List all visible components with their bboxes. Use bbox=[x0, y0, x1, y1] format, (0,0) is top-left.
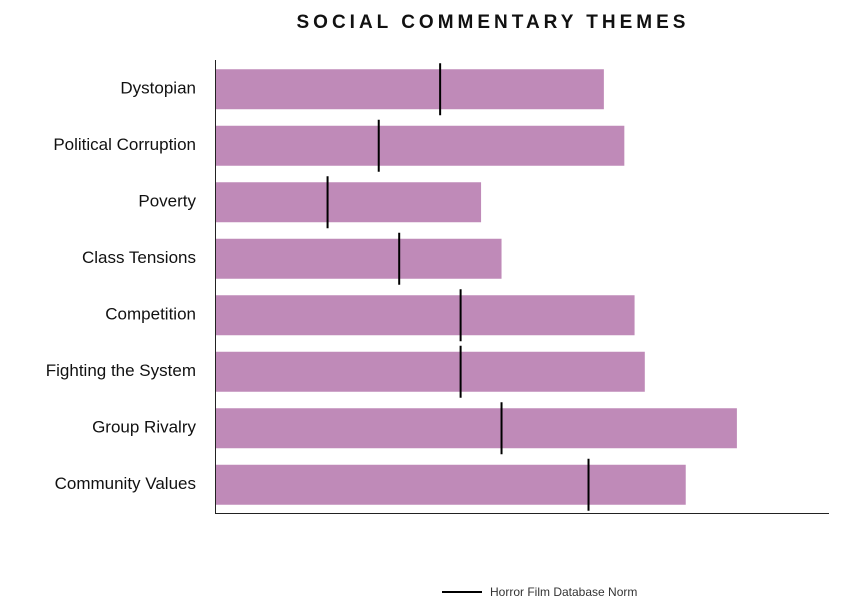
category-label-political-corruption: Political Corruption bbox=[53, 135, 196, 154]
bar-fighting-the-system bbox=[216, 351, 645, 392]
bar-competition bbox=[216, 295, 635, 336]
category-label-competition: Competition bbox=[105, 305, 196, 324]
bar-group-rivalry bbox=[216, 408, 737, 449]
category-label-group-rivalry: Group Rivalry bbox=[92, 418, 196, 437]
bar-political-corruption bbox=[216, 125, 625, 166]
category-label-dystopian: Dystopian bbox=[120, 79, 196, 98]
chart-title: SOCIAL COMMENTARY THEMES bbox=[296, 12, 690, 33]
category-label-fighting-the-system: Fighting the System bbox=[46, 361, 196, 380]
norm-markers-layer bbox=[326, 63, 590, 511]
bars-layer bbox=[216, 69, 737, 505]
bar-class-tensions bbox=[216, 238, 502, 279]
category-labels-layer: Dystopian Political Corruption Poverty Clas… bbox=[46, 79, 197, 494]
category-label-poverty: Poverty bbox=[138, 192, 196, 211]
legend-norm-label: Horror Film Database Norm bbox=[490, 585, 638, 599]
category-label-community-values: Community Values bbox=[55, 474, 196, 493]
bar-poverty bbox=[216, 182, 482, 223]
bar-dystopian bbox=[216, 69, 604, 110]
legend: Horror Film Database Norm bbox=[442, 583, 637, 601]
legend-norm-swatch bbox=[442, 591, 482, 593]
category-label-class-tensions: Class Tensions bbox=[82, 248, 196, 267]
bar-community-values bbox=[216, 464, 686, 505]
